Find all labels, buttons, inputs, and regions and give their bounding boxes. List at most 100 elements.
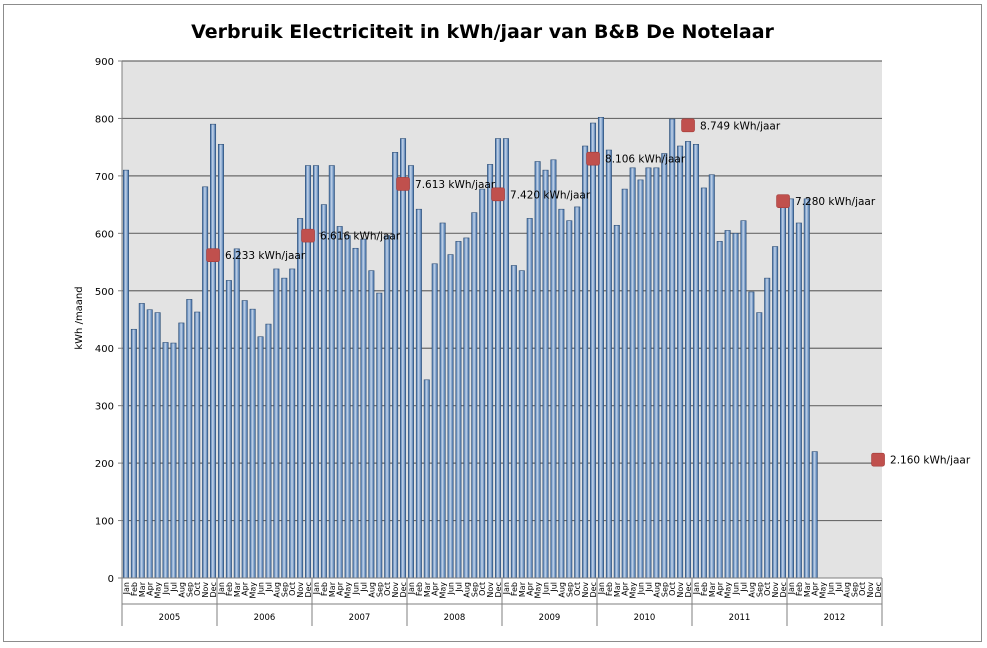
bar bbox=[495, 138, 502, 579]
bar bbox=[281, 277, 288, 579]
x-month-label: Sep bbox=[185, 582, 194, 597]
x-month-label: Jan bbox=[502, 582, 511, 595]
x-month-label: Jun bbox=[827, 582, 836, 596]
bar bbox=[265, 323, 272, 579]
x-month-label: Sep bbox=[470, 582, 479, 597]
bar bbox=[194, 311, 201, 579]
x-month-label: Oct bbox=[383, 582, 392, 596]
bar bbox=[186, 299, 193, 579]
bar bbox=[653, 167, 660, 579]
y-tick-label: 500 bbox=[95, 287, 114, 298]
x-month-label: Oct bbox=[858, 582, 867, 596]
bar bbox=[415, 208, 422, 579]
bar bbox=[510, 265, 517, 579]
bar bbox=[257, 336, 264, 579]
x-year-label: 2012 bbox=[824, 613, 846, 623]
bar bbox=[241, 300, 248, 579]
bar bbox=[289, 268, 296, 579]
x-month-label: Aug bbox=[177, 582, 186, 598]
bar bbox=[170, 342, 177, 579]
x-month-label: Dec bbox=[874, 582, 883, 597]
x-month-label: Apr bbox=[716, 581, 725, 596]
x-month-label: Dec bbox=[494, 582, 503, 597]
x-month-label: Apr bbox=[621, 581, 630, 596]
bar bbox=[178, 322, 185, 579]
x-month-label: Mar bbox=[233, 581, 242, 597]
bar bbox=[685, 141, 692, 579]
bar bbox=[202, 186, 209, 579]
bar bbox=[803, 198, 810, 579]
x-month-label: Nov bbox=[676, 582, 685, 598]
bar bbox=[487, 164, 494, 579]
x-month-label: Feb bbox=[795, 582, 804, 596]
x-month-label: Apr bbox=[526, 581, 535, 596]
y-tick-label: 300 bbox=[95, 402, 114, 413]
bar bbox=[360, 238, 367, 579]
x-month-label: Dec bbox=[399, 582, 408, 597]
x-month-label: Feb bbox=[510, 582, 519, 596]
year-total-label: 8.749 kWh/jaar bbox=[700, 120, 781, 132]
x-month-label: Nov bbox=[486, 582, 495, 598]
bar bbox=[677, 145, 684, 579]
y-tick-label: 0 bbox=[108, 574, 114, 585]
bar bbox=[787, 198, 794, 579]
bar bbox=[669, 118, 676, 579]
x-month-label: Apr bbox=[241, 581, 250, 596]
bar bbox=[210, 123, 217, 579]
x-month-label: Jan bbox=[217, 582, 226, 595]
bar bbox=[502, 138, 509, 579]
x-month-label: Sep bbox=[375, 582, 384, 597]
year-total-marker bbox=[396, 177, 410, 191]
x-month-label: Nov bbox=[296, 582, 305, 598]
x-month-label: Aug bbox=[462, 582, 471, 598]
x-month-label: Sep bbox=[755, 582, 764, 597]
y-tick-label: 200 bbox=[95, 459, 114, 470]
bar bbox=[558, 208, 565, 579]
bar bbox=[740, 220, 747, 579]
bar bbox=[724, 230, 731, 579]
x-month-label: Jul bbox=[834, 582, 843, 593]
bar bbox=[613, 224, 620, 579]
x-month-label: Sep bbox=[280, 582, 289, 597]
x-month-label: Jun bbox=[637, 582, 646, 596]
bar bbox=[574, 206, 581, 579]
year-total-label: 7.280 kWh/jaar bbox=[795, 196, 876, 208]
bar bbox=[700, 187, 707, 579]
y-tick-label: 400 bbox=[95, 344, 114, 355]
x-month-label: Apr bbox=[336, 581, 345, 596]
x-month-label: Jul bbox=[644, 582, 653, 593]
x-month-label: Feb bbox=[320, 582, 329, 596]
x-month-label: Jan bbox=[692, 582, 701, 595]
x-month-label: Aug bbox=[367, 582, 376, 598]
x-month-label: May bbox=[629, 582, 638, 599]
bar bbox=[708, 174, 715, 579]
year-total-label: 7.613 kWh/jaar bbox=[415, 179, 496, 191]
x-month-label: Feb bbox=[605, 582, 614, 596]
bar bbox=[376, 292, 383, 579]
bar bbox=[590, 122, 597, 579]
x-month-label: Mar bbox=[138, 581, 147, 597]
plot-area bbox=[122, 61, 882, 578]
x-month-label: Jul bbox=[264, 582, 273, 593]
x-month-label: Aug bbox=[652, 582, 661, 598]
x-month-label: Feb bbox=[225, 582, 234, 596]
x-month-label: Dec bbox=[209, 582, 218, 597]
bar bbox=[597, 116, 604, 579]
bar bbox=[811, 451, 818, 579]
x-month-label: Jan bbox=[597, 582, 606, 595]
x-month-label: Jun bbox=[352, 582, 361, 596]
x-month-label: May bbox=[344, 582, 353, 599]
x-year-label: 2007 bbox=[349, 613, 371, 623]
x-month-label: Aug bbox=[557, 582, 566, 598]
x-month-label: Jan bbox=[312, 582, 321, 595]
bar bbox=[423, 379, 430, 579]
bar bbox=[225, 280, 232, 579]
bar bbox=[407, 165, 414, 579]
x-month-label: May bbox=[249, 582, 258, 599]
x-month-label: Jul bbox=[549, 582, 558, 593]
x-month-label: Jul bbox=[169, 582, 178, 593]
bar bbox=[526, 218, 533, 579]
x-year-label: 2008 bbox=[444, 613, 466, 623]
x-year-label: 2005 bbox=[159, 613, 181, 623]
